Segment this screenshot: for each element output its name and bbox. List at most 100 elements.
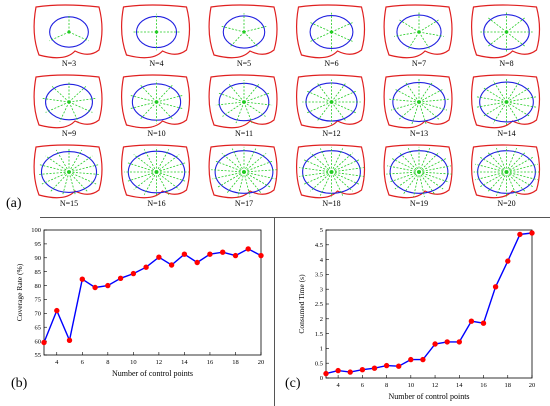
control-ray [243, 101, 253, 124]
control-ray [331, 148, 344, 173]
x-tick-label: 6 [361, 382, 365, 389]
x-tick-label: 20 [258, 359, 265, 366]
fitted-curve [392, 81, 446, 123]
control-ray [390, 101, 420, 111]
center-point [329, 30, 334, 34]
panel-label-b: (b) [11, 376, 28, 391]
control-ray [418, 31, 444, 37]
control-ray [133, 154, 157, 173]
control-ray [394, 88, 420, 103]
control-ray [506, 96, 537, 103]
data-point [505, 258, 511, 264]
control-ray [156, 101, 183, 109]
control-ray [418, 19, 440, 33]
x-tick-label: 10 [130, 359, 137, 366]
shape-label: N=13 [410, 129, 428, 138]
data-point [396, 363, 402, 369]
data-point [359, 367, 366, 373]
control-ray [68, 164, 99, 173]
x-tick-label: 18 [232, 359, 239, 366]
series-line [325, 232, 533, 375]
x-tick-label: 8 [106, 359, 109, 366]
control-ray [228, 83, 245, 103]
x-tick-label: 10 [408, 382, 415, 389]
center-point [67, 100, 71, 104]
fitted-curve [479, 81, 534, 123]
series-line [43, 248, 262, 343]
control-ray [68, 171, 76, 196]
control-ray [68, 155, 93, 173]
control-ray [482, 101, 507, 118]
data-point [105, 282, 111, 289]
control-ray [418, 171, 425, 197]
y-tick-label: 85 [35, 269, 42, 276]
shape-cell-n11: N=11 [208, 74, 278, 138]
shape-label: N=19 [410, 199, 428, 208]
x-tick-label: 6 [81, 359, 85, 366]
data-point [92, 284, 98, 291]
control-ray [331, 22, 354, 33]
outer-boundary [295, 144, 366, 199]
control-ray [302, 159, 332, 173]
control-ray [331, 171, 353, 192]
control-ray [211, 169, 245, 173]
control-ray [316, 101, 332, 122]
control-ray [156, 95, 183, 103]
x-tick-label: 14 [181, 359, 188, 366]
control-ray [398, 19, 420, 33]
control-ray [37, 171, 70, 175]
control-ray [306, 90, 332, 103]
control-ray [243, 31, 259, 48]
shape-label: N=16 [147, 199, 165, 208]
control-ray [506, 101, 537, 108]
control-ray [306, 101, 332, 114]
control-ray [492, 101, 507, 124]
control-ray [331, 101, 347, 122]
x-tick-label: 16 [480, 382, 487, 389]
plot-frame [43, 229, 262, 356]
center-point [417, 30, 421, 34]
control-ray [506, 151, 527, 173]
control-ray [506, 80, 521, 103]
control-ray [133, 171, 157, 190]
control-ray [506, 156, 534, 173]
y-tick-label: 90 [35, 255, 42, 262]
shape-label: N=6 [324, 59, 338, 68]
y-tick-label: 3 [320, 286, 323, 293]
control-ray [156, 149, 170, 173]
control-ray [231, 148, 245, 173]
control-ray [243, 101, 273, 106]
control-ray [221, 153, 245, 173]
outer-boundary [383, 74, 453, 129]
control-ray [506, 171, 538, 181]
control-ray [496, 171, 507, 197]
control-ray [331, 31, 354, 42]
control-ray [139, 101, 157, 120]
control-ray [418, 101, 448, 111]
data-point [347, 369, 353, 375]
data-point [194, 259, 200, 266]
y-tick-label: 95 [35, 241, 42, 248]
control-ray [237, 171, 245, 197]
vertical-divider [274, 218, 275, 406]
data-point [54, 307, 60, 314]
control-ray [62, 171, 70, 196]
control-ray [496, 147, 507, 173]
control-ray [68, 149, 83, 173]
data-point [258, 252, 264, 259]
control-ray [506, 171, 527, 193]
control-ray [506, 171, 517, 197]
data-point [517, 231, 523, 238]
control-ray [506, 31, 526, 47]
center-point [154, 30, 159, 34]
control-ray [130, 95, 157, 103]
control-ray [243, 153, 267, 173]
control-ray [51, 85, 70, 103]
control-ray [482, 86, 507, 103]
control-ray [418, 88, 444, 103]
center-point [417, 100, 421, 104]
outer-boundary [33, 74, 103, 129]
shape-label: N=3 [62, 59, 76, 68]
control-ray [506, 163, 538, 173]
center-point [504, 100, 509, 104]
